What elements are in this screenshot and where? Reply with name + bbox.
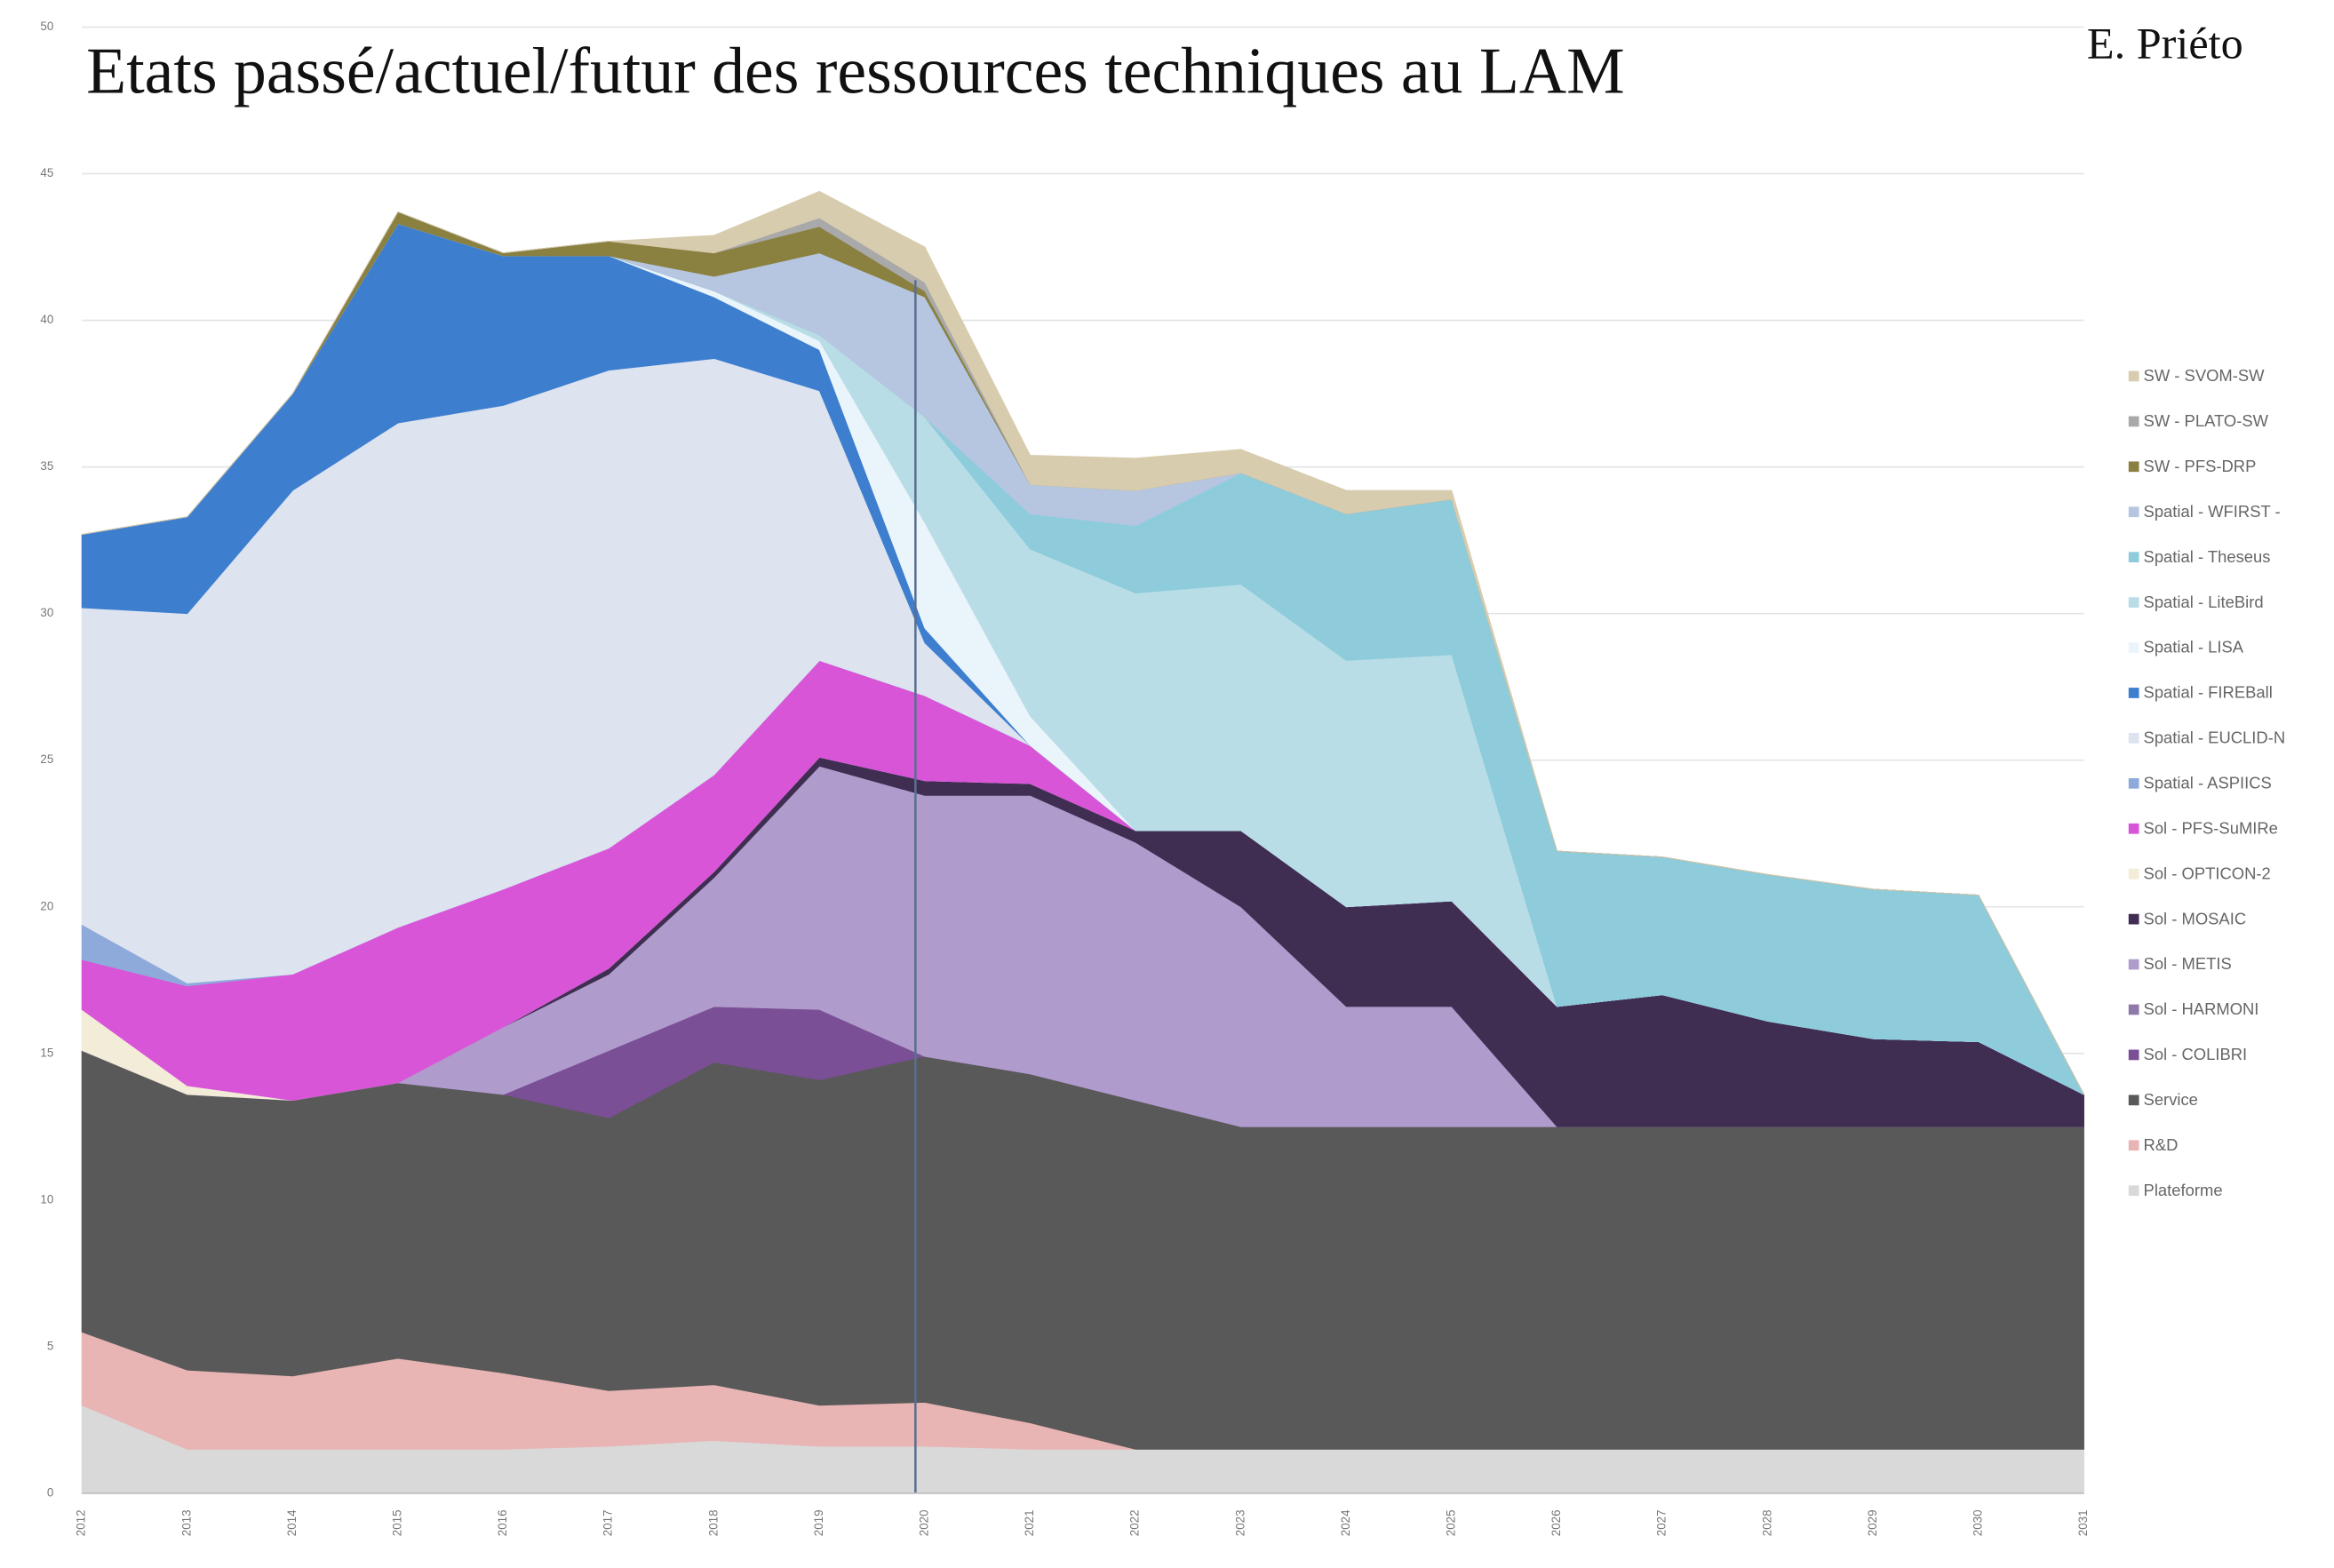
x-tick-label: 2022 [1128,1509,1142,1536]
legend-swatch [2128,913,2139,925]
x-tick-label: 2017 [601,1509,615,1536]
legend-swatch [2128,868,2139,880]
y-tick-label: 15 [40,1046,53,1059]
legend-label: Spatial - LISA [2144,638,2244,657]
legend-label: Spatial - LiteBird [2144,593,2264,611]
legend-label: Sol - PFS-SuMIRe [2144,818,2278,837]
x-tick-label: 2028 [1760,1509,1773,1536]
legend-swatch [2128,1049,2139,1061]
legend-swatch [2128,642,2139,653]
y-tick-label: 50 [40,20,53,33]
x-tick-label: 2012 [75,1509,88,1536]
x-tick-label: 2026 [1549,1509,1563,1536]
x-tick-label: 2025 [1444,1509,1457,1536]
legend-label: R&D [2144,1135,2179,1154]
x-tick-label: 2016 [496,1509,509,1536]
legend-label: Spatial - ASPIICS [2144,774,2272,792]
legend-label: SW - PFS-DRP [2144,457,2257,475]
legend-swatch [2128,777,2139,789]
legend-label: Spatial - FIREBall [2144,683,2273,702]
y-tick-label: 20 [40,899,53,912]
x-tick-label: 2018 [706,1509,720,1536]
legend-swatch [2128,1004,2139,1015]
legend-label: Sol - HARMONI [2144,999,2259,1018]
x-tick-label: 2023 [1233,1509,1247,1536]
legend-swatch [2128,597,2139,608]
x-tick-label: 2020 [917,1509,930,1536]
author: E. Priéto [2087,19,2243,68]
legend-swatch [2128,1140,2139,1151]
legend-label: SW - SVOM-SW [2144,366,2266,385]
legend-swatch [2128,506,2139,518]
x-tick-label: 2029 [1866,1509,1879,1536]
legend-label: SW - PLATO-SW [2144,411,2269,430]
y-tick-label: 0 [47,1485,53,1499]
legend-label: Sol - OPTICON-2 [2144,864,2271,882]
legend-swatch [2128,733,2139,744]
area [82,190,2084,1095]
y-tick-label: 10 [40,1192,53,1206]
legend-label: Service [2144,1090,2198,1109]
x-tick-label: 2030 [1971,1509,1984,1536]
legend-swatch [2128,552,2139,563]
legend-swatch [2128,370,2139,382]
y-tick-label: 40 [40,313,53,326]
legend-label: Plateforme [2144,1181,2223,1199]
legend-swatch [2128,416,2139,427]
x-tick-label: 2021 [1023,1509,1036,1536]
legend: Plateforme R&D Service Sol - COLIBRI Sol - H… [2128,366,2286,1199]
x-tick-label: 2027 [1655,1509,1669,1536]
legend-swatch [2128,959,2139,970]
y-tick-label: 25 [40,752,53,766]
y-tick-label: 30 [40,606,53,619]
x-tick-label: 2019 [812,1509,825,1536]
legend-label: Sol - METIS [2144,954,2232,973]
legend-label: Sol - COLIBRI [2144,1045,2248,1063]
legend-label: Spatial - Theseus [2144,547,2271,566]
x-tick-label: 2013 [179,1509,193,1536]
x-tick-label: 2024 [1339,1509,1352,1536]
areas [81,190,2085,1494]
y-tick-label: 5 [47,1339,53,1352]
legend-swatch [2128,688,2139,698]
legend-swatch [2128,461,2139,473]
x-tick-label: 2015 [390,1509,403,1536]
y-tick-label: 35 [40,459,53,473]
legend-swatch [2128,1094,2139,1106]
y-tick-label: 45 [40,166,53,179]
legend-label: Spatial - WFIRST - [2144,502,2281,521]
x-tick-label: 2014 [285,1509,299,1536]
legend-swatch [2128,1185,2139,1197]
legend-label: Sol - MOSAIC [2144,909,2247,927]
legend-label: Spatial - EUCLID-N [2144,728,2286,747]
x-tick-label: 2031 [2076,1509,2090,1536]
legend-swatch [2128,823,2139,834]
chart-title: Etats passé/actuel/futur des ressources … [86,34,1624,107]
